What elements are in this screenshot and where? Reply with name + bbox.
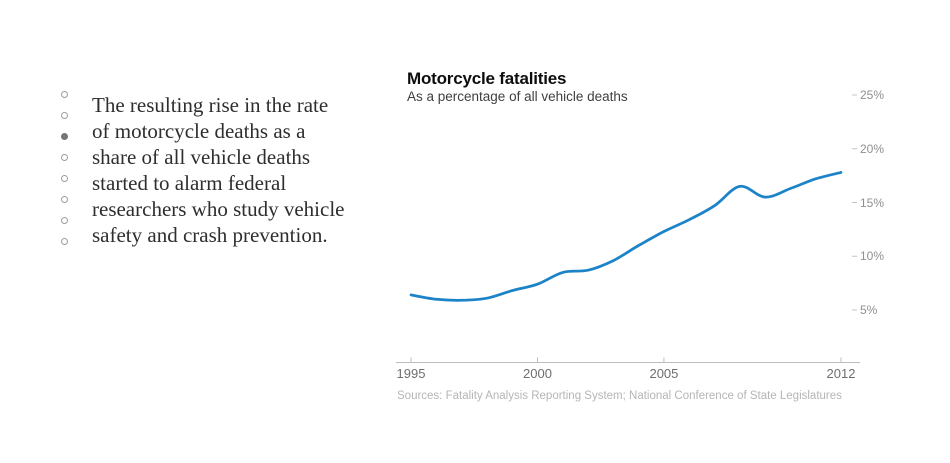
progress-dot-8[interactable] [61,238,68,245]
x-axis-label-2000: 2000 [523,366,552,381]
x-axis-label-2005: 2005 [649,366,679,381]
y-axis-label-20: 20% [860,141,885,156]
chart-source-note: Sources: Fatality Analysis Reporting Sys… [397,390,842,402]
y-axis-label-15: 15% [860,195,885,210]
article-paragraph: The resulting rise in the rate of motorc… [92,93,345,247]
progress-dot-4[interactable] [61,154,68,161]
progress-dot-2[interactable] [61,112,68,119]
chart-title: Motorcycle fatalities [407,69,567,88]
x-axis-label-1995: 1995 [396,366,426,381]
x-axis-label-2012: 2012 [826,366,856,381]
y-axis-label-10: 10% [860,249,885,264]
y-axis-label-25: 25% [860,88,885,102]
step-progress-dots [61,91,68,245]
progress-dot-7[interactable] [61,217,68,224]
fatalities-trend-line [409,171,843,302]
y-axis-label-5: 5% [860,303,878,317]
progress-dot-3-active[interactable] [61,133,68,140]
progress-dot-6[interactable] [61,196,68,203]
chart-subtitle: As a percentage of all vehicle deaths [407,89,628,104]
progress-dot-1[interactable] [61,91,68,98]
progress-dot-5[interactable] [61,175,68,182]
